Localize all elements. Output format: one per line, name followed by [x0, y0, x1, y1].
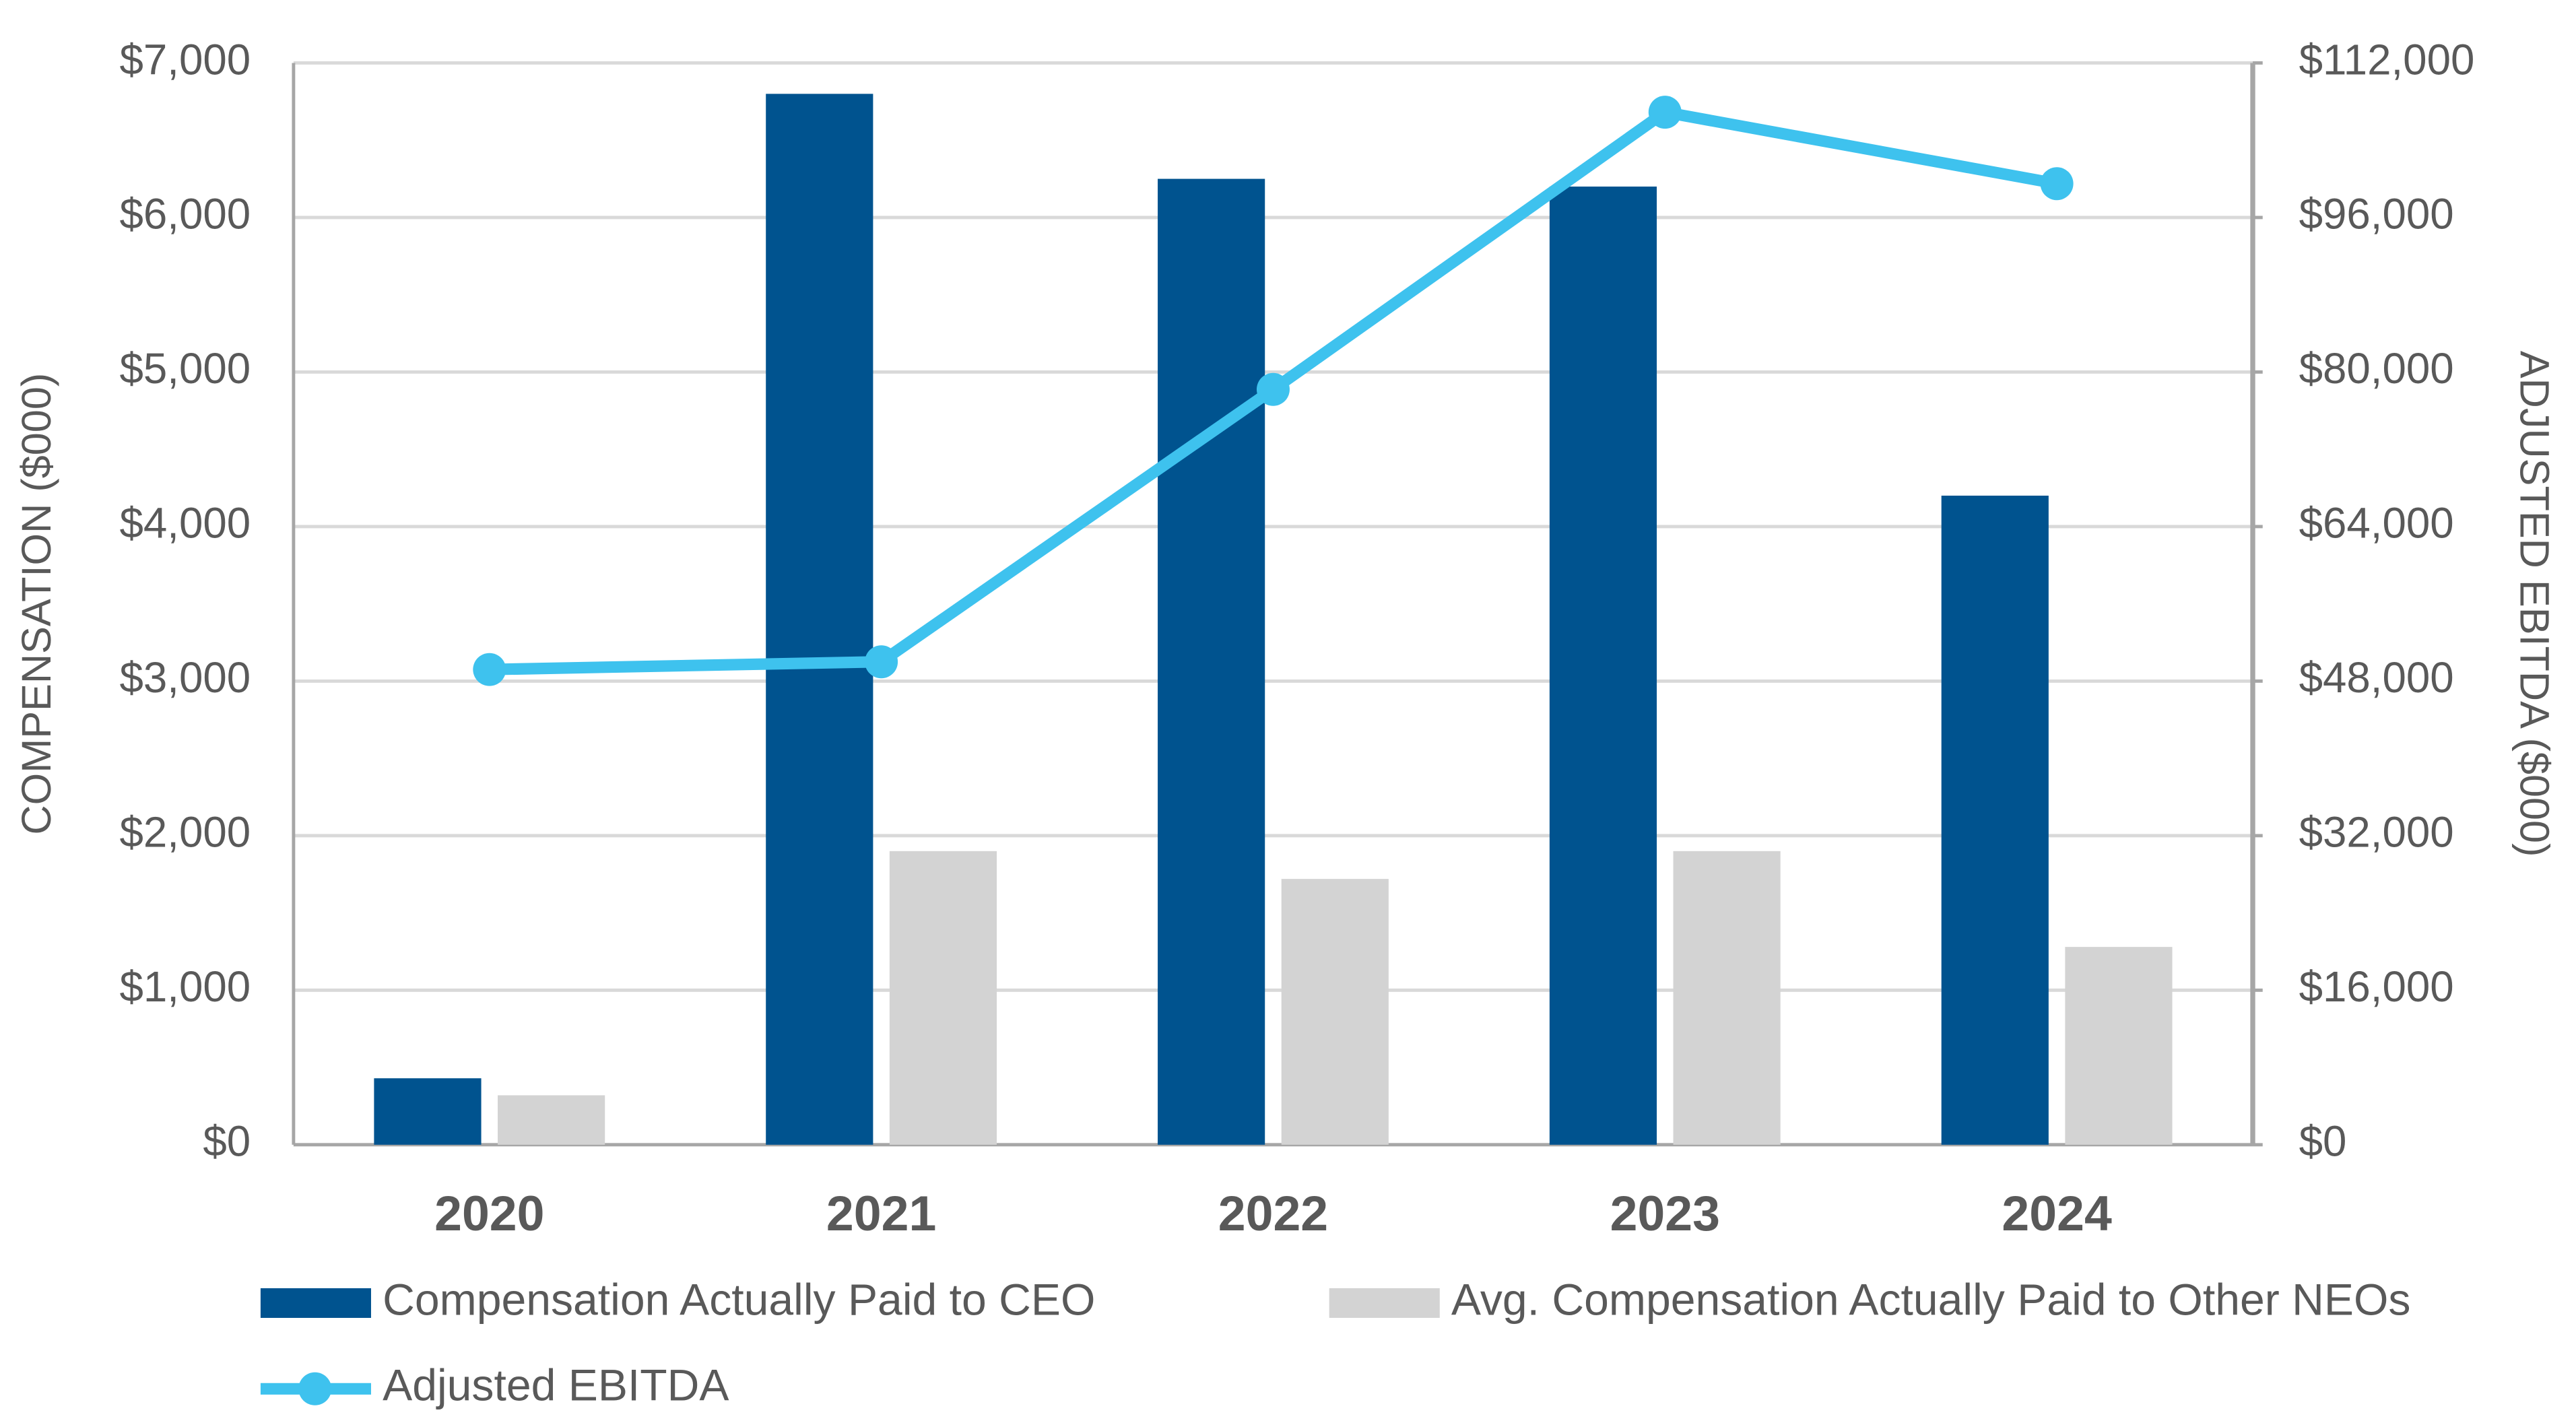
y-tick-label: $7,000: [120, 36, 251, 84]
bar: [374, 1078, 482, 1145]
y-axis-title: COMPENSATION ($000): [13, 373, 59, 835]
y2-tick-label: $64,000: [2299, 500, 2454, 547]
bar: [1281, 879, 1389, 1145]
y-tick-label: $1,000: [120, 963, 251, 1011]
legend-label: Adjusted EBITDA: [383, 1361, 729, 1411]
x-tick-label: 2022: [1218, 1185, 1328, 1241]
y2-tick-label: $16,000: [2299, 963, 2454, 1011]
bar: [2065, 947, 2173, 1145]
y-tick-label: $5,000: [120, 345, 251, 393]
bar: [1941, 496, 2049, 1145]
bar: [889, 851, 997, 1145]
bar: [1549, 187, 1657, 1145]
y2-tick-label: $96,000: [2299, 191, 2454, 238]
y-tick-label: $2,000: [120, 809, 251, 857]
y2-tick-label: $80,000: [2299, 345, 2454, 393]
y-tick-label: $3,000: [120, 654, 251, 702]
line-point: [473, 653, 506, 686]
line-point: [1256, 372, 1290, 406]
line-point: [1648, 96, 1682, 129]
x-tick-label: 2021: [826, 1185, 936, 1241]
y2-axis-title: ADJUSTED EBITDA ($000): [2512, 351, 2558, 857]
x-tick-label: 2024: [2002, 1185, 2112, 1241]
y2-tick-label: $32,000: [2299, 809, 2454, 857]
y2-tick-label: $0: [2299, 1118, 2347, 1166]
legend-label: Avg. Compensation Actually Paid to Other…: [1451, 1275, 2411, 1325]
y2-tick-label: $48,000: [2299, 654, 2454, 702]
y-tick-label: $4,000: [120, 500, 251, 547]
x-tick-label: 2023: [1610, 1185, 1720, 1241]
bar: [498, 1095, 605, 1145]
bar: [1158, 178, 1265, 1145]
legend-marker: [298, 1372, 332, 1405]
bar: [1673, 851, 1781, 1145]
legend-swatch: [1329, 1288, 1440, 1318]
bar: [766, 94, 873, 1145]
y-tick-label: $6,000: [120, 191, 251, 238]
line-point: [2040, 167, 2074, 201]
y2-tick-label: $112,000: [2299, 36, 2475, 84]
line-point: [865, 645, 898, 679]
x-tick-label: 2020: [434, 1185, 544, 1241]
legend-label: Compensation Actually Paid to CEO: [383, 1275, 1095, 1325]
legend-swatch: [260, 1288, 371, 1318]
y-tick-label: $0: [203, 1118, 251, 1166]
